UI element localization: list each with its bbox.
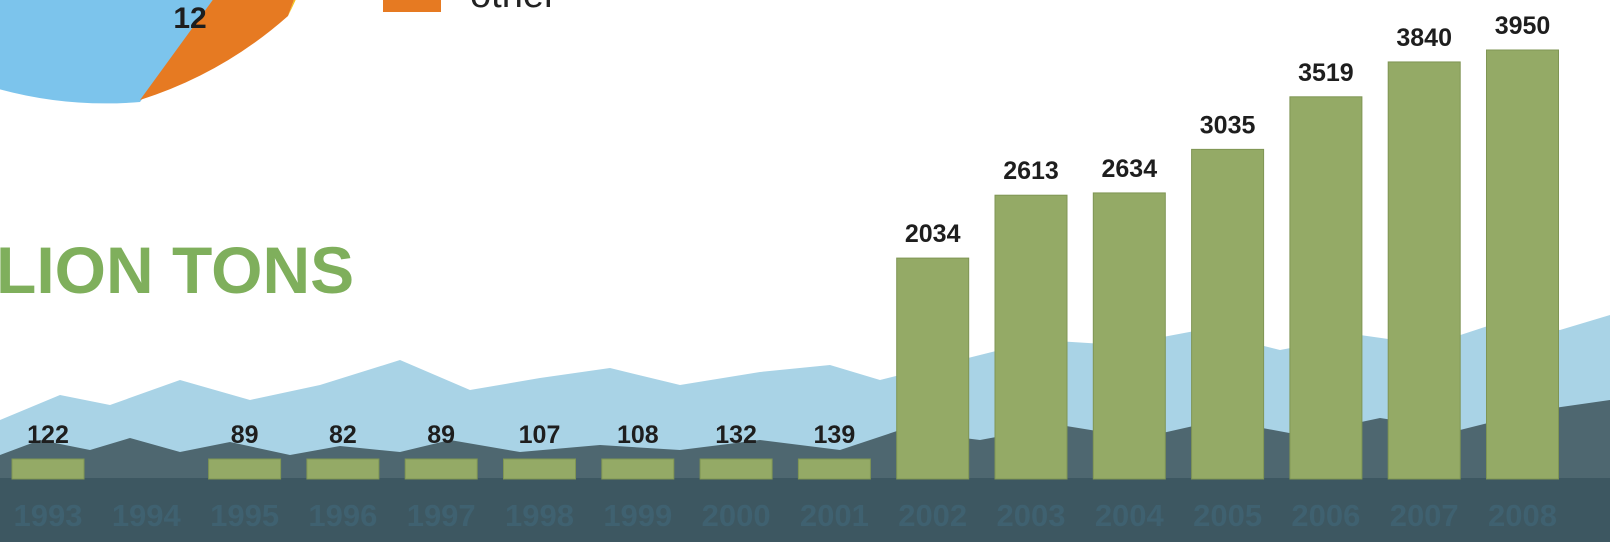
pie-slice-yellow [288,0,296,16]
year-label-1996: 1996 [308,498,377,533]
value-label-2000: 132 [715,421,757,449]
bar-2005 [1191,148,1265,480]
bar-2006 [1289,96,1363,480]
year-label-1995: 1995 [210,498,279,533]
ground-band [0,478,1610,542]
bar-2004 [1092,192,1166,480]
value-label-1999: 108 [617,421,659,449]
value-label-2007: 3840 [1396,24,1452,52]
pie-slice-orange [140,0,294,100]
bar-1998 [503,458,576,480]
value-label-1996: 82 [329,421,357,449]
bar-2000 [699,458,773,480]
bar-2002 [896,257,970,480]
bar-1996 [306,458,380,480]
bar-2007 [1387,61,1461,480]
value-label-2005: 3035 [1200,111,1256,139]
value-label-2004: 2634 [1101,155,1157,183]
pie-chart: 12 [0,0,296,104]
value-label-2002: 2034 [905,220,961,248]
value-label-1993: 122 [27,421,69,449]
year-label-2002: 2002 [898,498,967,533]
bar-1995 [208,458,282,480]
value-label-2008: 3950 [1495,12,1551,40]
year-label-2004: 2004 [1095,498,1165,533]
year-label-1998: 1998 [505,498,574,533]
year-label-2008: 2008 [1488,498,1557,533]
year-label-2007: 2007 [1390,498,1459,533]
bar-1993 [11,458,85,480]
bar-2001 [797,458,871,480]
year-label-2000: 2000 [702,498,771,533]
legend-label-other: other [470,0,557,17]
title-fragment: LION TONS [0,233,355,307]
legend-swatch-other [383,0,441,12]
value-label-1997: 89 [427,421,455,449]
bar-1999 [601,458,675,480]
value-label-1995: 89 [231,421,259,449]
year-label-2001: 2001 [800,498,869,533]
value-label-1998: 107 [519,421,561,449]
pie-slice-blue [0,0,214,104]
value-label-2006: 3519 [1298,59,1354,87]
year-label-2005: 2005 [1193,498,1262,533]
year-label-1997: 1997 [407,498,476,533]
bar-2008 [1486,49,1559,480]
year-label-1993: 1993 [14,498,83,533]
bar-2003 [994,194,1068,480]
value-label-2003: 2613 [1003,157,1059,185]
year-label-1994: 1994 [112,498,182,533]
year-label-2006: 2006 [1291,498,1360,533]
bar-1997 [404,458,478,480]
value-label-2001: 139 [814,421,856,449]
year-label-2003: 2003 [997,498,1066,533]
year-label-1999: 1999 [603,498,672,533]
pie-slice-label: 12 [173,2,206,35]
